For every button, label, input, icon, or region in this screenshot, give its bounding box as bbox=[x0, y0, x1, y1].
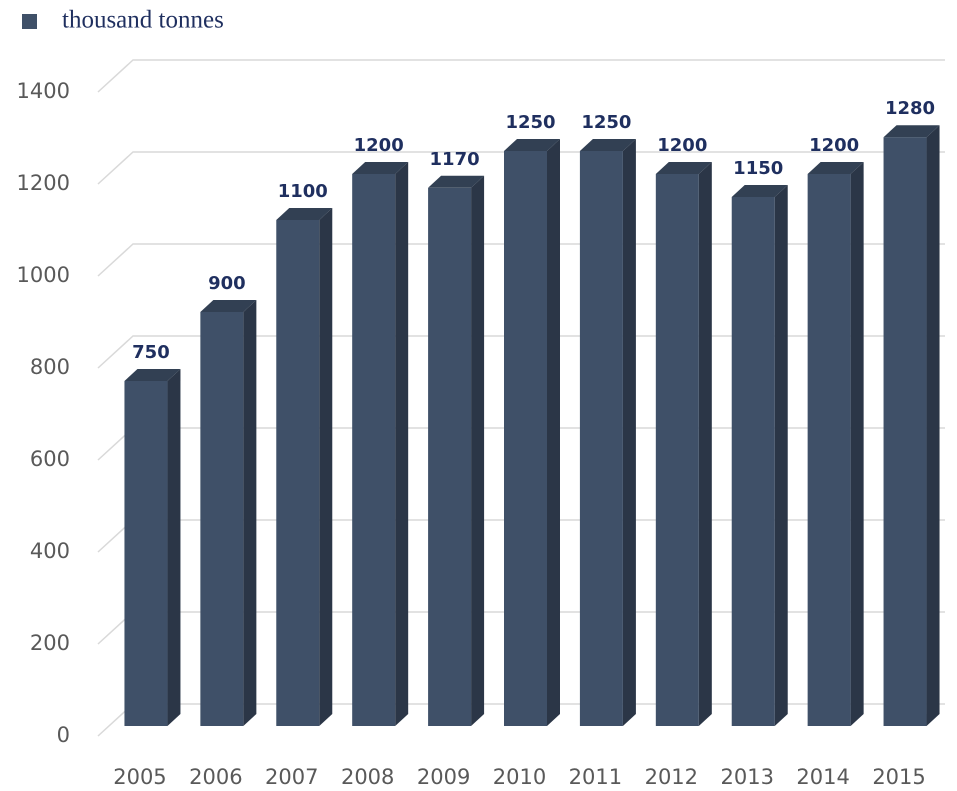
y-tick-label: 1400 bbox=[17, 79, 70, 103]
x-tick-label: 2015 bbox=[872, 765, 925, 789]
bar-top bbox=[200, 300, 257, 312]
value-label: 1200 bbox=[354, 135, 404, 156]
y-tick-label: 200 bbox=[30, 631, 70, 655]
y-tick-label: 600 bbox=[30, 447, 70, 471]
value-label: 1150 bbox=[733, 158, 783, 179]
bar-side bbox=[243, 300, 257, 726]
value-label: 1200 bbox=[657, 135, 707, 156]
legend-swatch bbox=[22, 14, 37, 29]
y-tick-label: 800 bbox=[30, 355, 70, 379]
bar-side bbox=[319, 208, 333, 726]
value-label: 750 bbox=[132, 342, 170, 363]
bar bbox=[124, 381, 168, 726]
value-label: 1280 bbox=[885, 98, 935, 119]
bar-top bbox=[276, 208, 333, 220]
bar-side bbox=[547, 139, 560, 726]
x-tick-label: 2007 bbox=[265, 765, 318, 789]
bar-top bbox=[807, 162, 864, 174]
bar-top bbox=[124, 369, 181, 381]
bar-side bbox=[622, 139, 636, 726]
bar bbox=[352, 174, 396, 726]
grid-line bbox=[97, 59, 945, 93]
x-tick-label: 2009 bbox=[417, 765, 470, 789]
bar bbox=[428, 187, 472, 727]
bar-side bbox=[926, 125, 940, 726]
value-label: 1250 bbox=[505, 112, 555, 133]
bar-top bbox=[731, 185, 788, 197]
bar-side bbox=[471, 175, 485, 727]
bar-top bbox=[428, 175, 485, 188]
bar-side bbox=[774, 185, 788, 726]
bar bbox=[276, 220, 320, 726]
x-tick-label: 2013 bbox=[721, 765, 774, 789]
bar-side bbox=[167, 369, 181, 726]
bar bbox=[504, 151, 547, 726]
value-label: 1250 bbox=[581, 112, 631, 133]
bar-top bbox=[883, 125, 940, 138]
y-tick-label: 1000 bbox=[17, 263, 70, 287]
bar-top bbox=[504, 139, 560, 151]
bar-side bbox=[850, 162, 864, 726]
bar bbox=[731, 197, 775, 726]
grid-line bbox=[97, 151, 945, 185]
value-label: 1200 bbox=[809, 135, 859, 156]
y-tick-label: 1200 bbox=[17, 171, 70, 195]
bar-side bbox=[698, 162, 712, 726]
bar bbox=[883, 137, 927, 726]
bar-side bbox=[395, 162, 409, 726]
y-tick-label: 400 bbox=[30, 539, 70, 563]
value-label: 1170 bbox=[430, 149, 480, 170]
x-tick-label: 2010 bbox=[493, 765, 546, 789]
bar-top bbox=[579, 139, 636, 151]
x-tick-label: 2005 bbox=[113, 765, 166, 789]
bar bbox=[655, 174, 699, 726]
x-tick-label: 2012 bbox=[645, 765, 698, 789]
bar bbox=[579, 151, 623, 726]
bar-top bbox=[655, 162, 712, 174]
value-label: 1100 bbox=[278, 181, 328, 202]
y-tick-label: 0 bbox=[57, 723, 70, 747]
bar-top bbox=[352, 162, 409, 174]
legend-label: thousand tonnes bbox=[62, 7, 224, 34]
bar bbox=[807, 174, 851, 726]
x-tick-label: 2008 bbox=[341, 765, 394, 789]
x-tick-label: 2006 bbox=[189, 765, 242, 789]
x-tick-label: 2014 bbox=[796, 765, 849, 789]
value-label: 900 bbox=[208, 273, 246, 294]
bar bbox=[200, 312, 244, 726]
x-tick-label: 2011 bbox=[569, 765, 622, 789]
